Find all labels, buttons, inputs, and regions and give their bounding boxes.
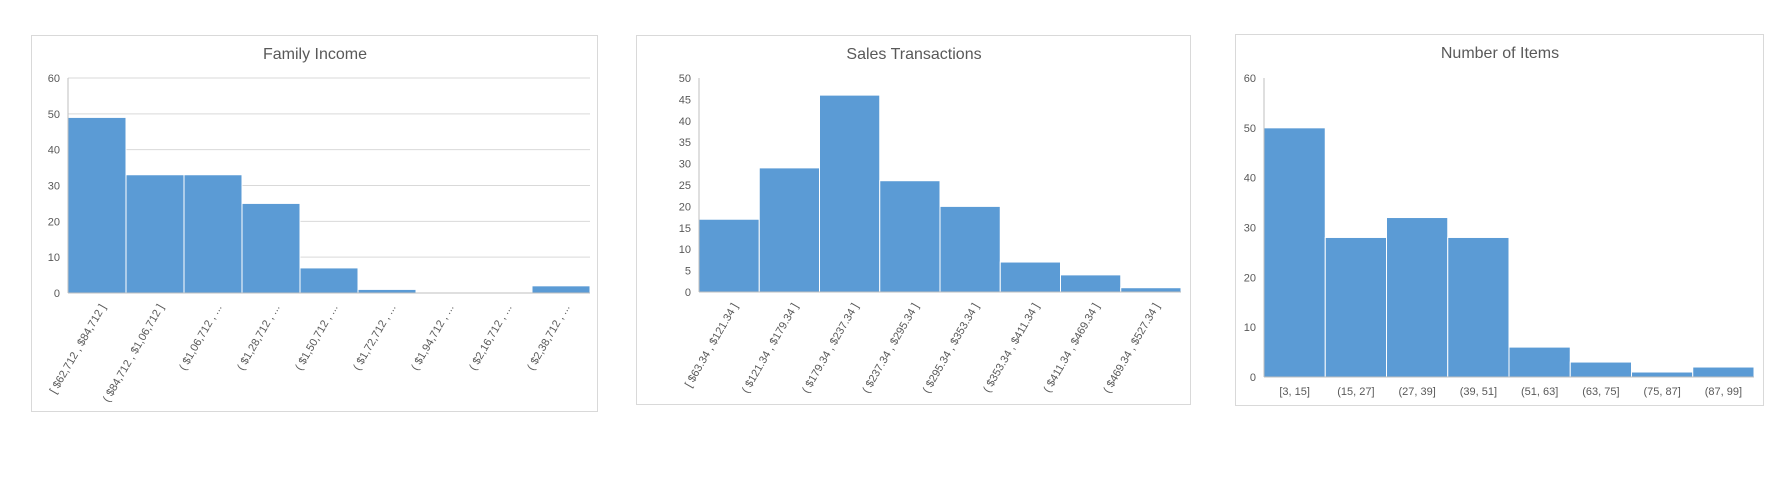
y-tick-label: 10 [48,252,60,264]
histogram-bar [1386,217,1449,378]
x-category-label: ( $469.34 , $527.34 ] [1101,302,1162,396]
histogram-bar [67,116,127,294]
y-tick-label: 10 [679,244,691,256]
y-tick-label: 0 [54,288,60,300]
y-tick-label: 30 [48,181,60,193]
x-category-label: (27, 39] [1398,386,1435,398]
x-category-label: ( $1,94,712 , ... [409,303,456,373]
histogram-bar [758,167,820,293]
histogram-bar [1569,361,1632,378]
y-tick-label: 40 [679,116,691,128]
y-tick-label: 60 [1244,73,1256,85]
histogram-bar [1324,236,1387,378]
x-category-label: ( $411.34 , $469.34 ] [1041,302,1102,395]
histogram-bar [125,174,185,294]
histogram-bar [999,261,1061,293]
histogram-bar [357,288,417,294]
y-tick-label: 15 [679,223,691,235]
y-tick-label: 20 [48,216,60,228]
x-category-label: ( $1,72,712 , ... [351,303,398,373]
chart-number-of-items: Number of Items 0 10 20 30 40 50 60 [3, 15] (15, … [1244,45,1755,398]
histogram-bar [241,202,301,294]
x-category-label: ( $353.34 , $411.34 ] [981,302,1042,395]
x-category-label: (15, 27] [1337,386,1374,398]
x-category-label: [ $62,712 , $84,712 ] [48,303,109,396]
chart-family-income: Family Income 0 10 20 30 40 50 60 [ $62,712 , $8… [48,46,591,405]
x-category-label: ( $295.34 , $353.34 ] [921,302,982,396]
x-category-label: ( $2,16,712 , ... [467,303,514,373]
y-tick-label: 0 [685,287,691,299]
y-tick-label: 50 [48,109,60,121]
chart-sales-transactions: Sales Transactions 0 5 10 15 20 25 30 35 40 45 50 [ … [679,46,1182,396]
histogram-bar [1263,127,1326,378]
chart-panel-family-income: Family Income 0 10 20 30 40 50 60 [ $62,712 , $8… [31,35,598,412]
histogram-bar [1692,366,1755,378]
y-tick-label: 50 [679,73,691,85]
y-tick-label: 40 [48,145,60,157]
histogram-bar [1060,274,1122,293]
x-category-label: ( $1,28,712 , ... [235,303,282,373]
y-tick-label: 10 [1244,322,1256,334]
histogram-bar [1120,287,1182,293]
x-category-label: (75, 87] [1643,386,1680,398]
x-category-label: (63, 75] [1582,386,1619,398]
y-tick-label: 35 [679,137,691,149]
y-tick-label: 60 [48,73,60,85]
x-category-label: ( $1,06,712 , ... [177,303,224,373]
histogram-bar [698,218,760,293]
x-category-label: ( $84,712 , $1,06,712 ] [101,303,167,405]
histogram-bar [819,94,881,293]
y-tick-label: 50 [1244,123,1256,135]
histogram-bar [531,285,591,294]
x-category-label: ( $2,38,712 , ... [525,303,572,373]
y-tick-label: 30 [679,159,691,171]
x-category-label: (51, 63] [1521,386,1558,398]
x-category-label: (39, 51] [1460,386,1497,398]
x-category-label: (87, 99] [1705,386,1742,398]
chart-panel-sales-transactions: Sales Transactions 0 5 10 15 20 25 30 35 40 45 50 [ … [636,35,1191,405]
chart-title: Number of Items [1441,45,1559,62]
histogram-bar [299,267,359,294]
histogram-bar [1631,371,1694,378]
y-tick-label: 0 [1250,372,1256,384]
x-category-label: ( $1,50,712 , ... [293,303,340,373]
x-category-label: [3, 15] [1279,386,1310,398]
x-category-label: ( $237.34 , $295.34 ] [860,302,921,396]
y-tick-label: 25 [679,180,691,192]
histogram-bar [879,180,941,293]
histogram-bar [1447,236,1510,378]
chart-panel-number-of-items: Number of Items 0 10 20 30 40 50 60 [3, 15] (15, … [1235,34,1764,406]
y-tick-label: 20 [679,201,691,213]
x-category-label: ( $121.34 , $179.34 ] [740,302,801,396]
chart-title: Sales Transactions [846,46,981,63]
histogram-bar [183,174,243,294]
y-tick-label: 40 [1244,173,1256,185]
y-tick-label: 30 [1244,223,1256,235]
y-tick-label: 45 [679,94,691,106]
y-tick-label: 20 [1244,272,1256,284]
y-tick-label: 5 [685,266,691,278]
histogram-bar [1508,346,1571,378]
x-category-label: [ $63.34 , $121.34 ] [683,302,741,390]
chart-title: Family Income [263,46,367,63]
histogram-bar [939,205,1001,293]
x-category-label: ( $179.34 , $237.34 ] [800,302,861,396]
